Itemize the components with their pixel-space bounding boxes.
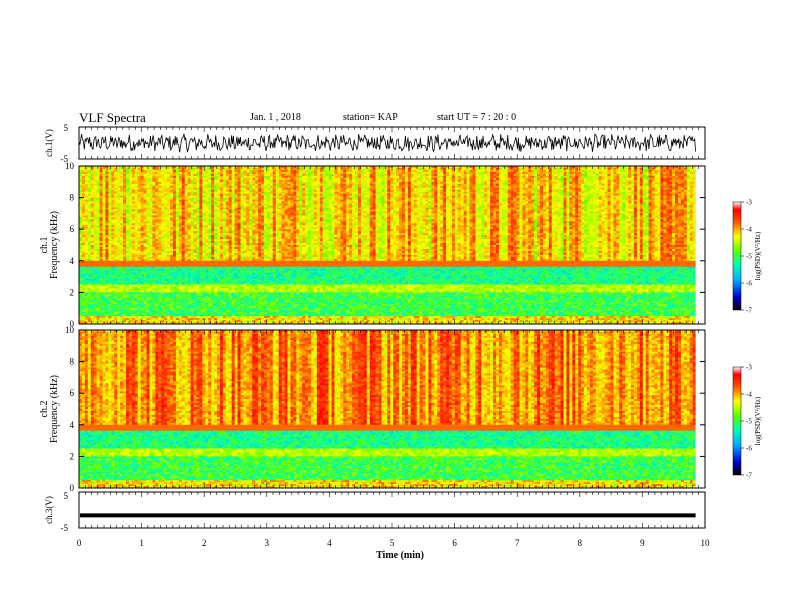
time-axis-labels: 0 1 2 3 4 5 6 7 8 9 10 [77,538,710,548]
time-tick-label: 0 [77,538,82,548]
ch1-colorbar-label: log(PSD)(V²/Hz) [754,231,762,280]
ch1-ylabel-top: ch.1 [39,237,50,254]
time-tick-label: 1 [139,538,144,548]
freq-tick-label: 8 [70,193,75,203]
time-tick-label: 5 [390,538,395,548]
time-tick-label: 4 [327,538,332,548]
ch1-ytick-5: 5 [64,123,69,133]
ch1-ytick-neg5: -5 [61,154,69,164]
time-tick-label: 9 [640,538,645,548]
colorbar-tick-label: -6 [746,445,752,453]
ch1-waveform-line [78,133,696,153]
freq-tick-label: 2 [70,287,75,297]
colorbar-tick-label: -5 [746,253,752,261]
date-label: Jan. 1 , 2018 [250,112,301,123]
station-label: station= KAP [343,112,398,123]
freq-tick-label: 2 [70,451,75,461]
time-axis-ticks [78,127,706,528]
chart-title: VLF Spectra [79,110,146,126]
ch2-frequency-ticks: 0 2 4 6 8 10 [65,325,705,493]
colorbar-tick-label: -7 [746,307,752,315]
freq-tick-label: 0 [70,483,75,493]
freq-tick-label: 10 [65,161,75,171]
colorbar-tick-label: -4 [746,226,752,234]
x-axis-label: Time (min) [376,550,424,561]
freq-tick-label: 4 [70,420,75,430]
ch1-ylabel-bottom: Frequency (kHz) [49,211,60,279]
time-tick-label: 3 [265,538,270,548]
colorbar-tick-label: -4 [746,391,752,399]
ch1-colorbar [732,201,742,311]
ch2-colorbar [732,366,742,476]
ch3-ytick-5: 5 [64,491,69,501]
ch1-colorbar-ticks: -3 -4 -5 -6 -7 [741,199,752,315]
time-tick-label: 7 [515,538,520,548]
time-tick-label: 10 [701,538,711,548]
ch1-ylabel: ch.1(V) [44,129,54,157]
start-time-label: start UT = 7 : 20 : 0 [437,112,516,123]
time-tick-label: 2 [202,538,207,548]
ch2-colorbar-ticks: -3 -4 -5 -6 -7 [741,364,752,480]
ch1-spectrogram-heatmap [79,166,705,325]
ch2-spectrogram-heatmap [79,330,705,489]
colorbar-tick-label: -6 [746,280,752,288]
colorbar-tick-label: -3 [746,199,752,207]
freq-tick-label: 10 [65,325,75,335]
freq-tick-label: 8 [70,357,75,367]
ch3-ytick-neg5: -5 [61,523,69,533]
ch1-waveform-panel: 5 -5 ch.1(V) [44,123,706,164]
ch1-frequency-ticks: 0 2 4 6 8 10 [65,161,705,329]
ch3-waveform-frame [78,491,706,529]
ch2-colorbar-label: log(PSD)(V²/Hz) [754,396,762,445]
ch3-waveform-panel: 5 -5 ch.3(V) [44,491,706,533]
time-tick-label: 6 [452,538,457,548]
freq-tick-label: 4 [70,256,75,266]
time-tick-label: 8 [578,538,583,548]
freq-tick-label: 0 [70,319,75,329]
ch3-ylabel: ch.3(V) [44,496,54,524]
ch2-ylabel-bottom: Frequency (kHz) [49,375,60,443]
ch2-ylabel-top: ch.2 [39,401,50,418]
colorbar-tick-label: -5 [746,418,752,426]
freq-tick-label: 6 [70,388,75,398]
colorbar-tick-label: -7 [746,472,752,480]
colorbar-tick-label: -3 [746,364,752,372]
freq-tick-label: 6 [70,224,75,234]
